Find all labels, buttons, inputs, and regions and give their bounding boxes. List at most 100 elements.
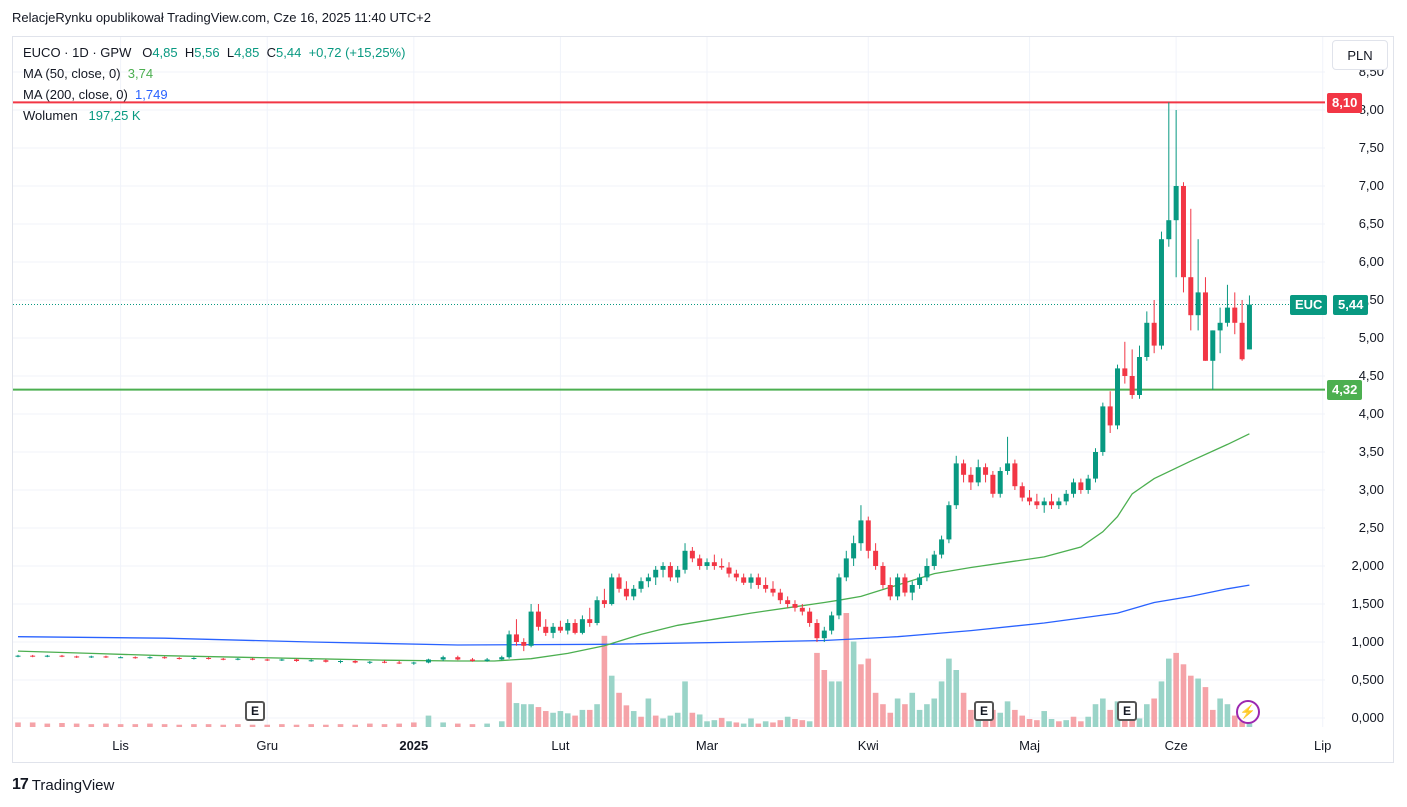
volume-bar: [836, 681, 842, 727]
candle-body: [939, 539, 945, 555]
volume-bar: [843, 613, 850, 727]
legend-ma200[interactable]: MA (200, close, 0) 1,749: [23, 87, 168, 102]
candle-body: [1005, 463, 1011, 471]
candle-body: [733, 573, 739, 578]
y-tick-label: 7,50: [1359, 140, 1384, 155]
candle-body: [191, 657, 197, 659]
legend-open: 4,85: [152, 45, 178, 60]
volume-bar: [44, 723, 51, 727]
candle-body: [1224, 307, 1230, 323]
candle-body: [279, 659, 285, 661]
volume-bar: [1085, 716, 1091, 727]
volume-bar: [953, 670, 960, 727]
volume-bar: [946, 658, 952, 727]
candle-body: [748, 577, 754, 583]
earnings-marker[interactable]: E: [1117, 701, 1137, 721]
volume-bar: [1063, 720, 1069, 727]
candle-body: [821, 630, 827, 639]
volume-bar: [784, 716, 791, 727]
candle-body: [917, 577, 923, 585]
legend-symbol-line[interactable]: EUCO · 1D · GPW O4,85 H5,56 L4,85 C5,44 …: [23, 45, 405, 60]
currency-selector[interactable]: PLN: [1332, 40, 1388, 70]
y-tick-label: 4,00: [1359, 406, 1384, 421]
candle-body: [763, 585, 769, 589]
volume-bar: [132, 724, 139, 727]
candle-body: [1122, 368, 1128, 376]
y-tick-label: 2,000: [1351, 558, 1384, 573]
volume-bar: [1180, 664, 1187, 727]
candle-body: [601, 600, 607, 604]
candle-body: [931, 554, 937, 566]
legend-ma50[interactable]: MA (50, close, 0) 3,74: [23, 66, 153, 81]
candle-body: [162, 657, 168, 659]
volume-bar: [586, 709, 593, 727]
candle-body: [206, 657, 212, 659]
volume-bar: [601, 635, 608, 727]
last-symbol-tag: EUC: [1290, 295, 1328, 315]
candle-body: [843, 558, 849, 578]
candle-body: [880, 566, 886, 585]
earnings-marker[interactable]: E: [974, 701, 994, 721]
candle-body: [235, 658, 241, 660]
x-tick-label: Cze: [1165, 738, 1188, 753]
volume-bar: [762, 721, 769, 727]
volume-bar: [1004, 701, 1011, 727]
volume-bar: [535, 707, 542, 727]
volume-bar: [15, 722, 21, 727]
tradingview-brand: TradingView: [31, 776, 115, 794]
earnings-marker[interactable]: E: [245, 701, 265, 721]
volume-bar: [1041, 711, 1047, 727]
legend-volume[interactable]: Wolumen 197,25 K: [23, 108, 141, 123]
x-tick-label: 2025: [399, 738, 428, 753]
candle-body: [1115, 368, 1120, 426]
volume-bar: [887, 712, 894, 727]
volume-bar: [1100, 698, 1106, 727]
x-tick-label: Lis: [112, 738, 129, 753]
candle-body: [609, 577, 615, 604]
volume-bar: [147, 723, 153, 727]
volume-bar: [1202, 687, 1209, 727]
candle-body: [557, 626, 563, 631]
volume-bar: [513, 703, 520, 727]
lightning-icon[interactable]: ⚡: [1236, 700, 1260, 724]
candle-body: [997, 471, 1003, 494]
candle-body: [59, 655, 65, 657]
candle-body: [785, 600, 791, 604]
candle-body: [521, 642, 527, 646]
volume-bar: [865, 658, 872, 727]
candle-body: [411, 662, 417, 664]
candle-body: [1173, 186, 1179, 221]
volume-bar: [103, 723, 109, 727]
candle-body: [1210, 330, 1216, 361]
volume-bar: [161, 724, 168, 727]
volume-bar: [191, 724, 197, 727]
candle-body: [675, 569, 681, 578]
candle-body: [638, 581, 644, 589]
candle-body: [44, 655, 50, 657]
candle-body: [711, 562, 717, 566]
tradingview-logo[interactable]: 17 TradingView: [12, 776, 114, 794]
volume-bar: [506, 682, 512, 727]
candle-body: [616, 577, 622, 589]
volume-bar: [1231, 715, 1238, 727]
candle-body: [1202, 292, 1208, 361]
candle-body: [704, 562, 710, 566]
legend-close: 5,44: [276, 45, 302, 60]
candle-body: [1012, 463, 1018, 487]
support-price-tag: 4,32: [1327, 380, 1363, 400]
volume-bar: [718, 717, 725, 727]
candle-body: [814, 623, 820, 639]
candle-body: [1027, 497, 1033, 502]
candle-body: [887, 585, 893, 597]
volume-bar: [660, 718, 666, 727]
volume-bar: [1056, 721, 1062, 727]
volume-bar: [667, 715, 674, 727]
y-tick-label: 1,500: [1351, 596, 1384, 611]
legend-change: +0,72 (+15,25%): [308, 45, 406, 60]
candle-body: [777, 592, 783, 601]
candle-body: [909, 585, 915, 593]
volume-bar: [249, 724, 256, 727]
volume-bar: [1151, 698, 1157, 727]
chart-frame[interactable]: [12, 36, 1394, 763]
